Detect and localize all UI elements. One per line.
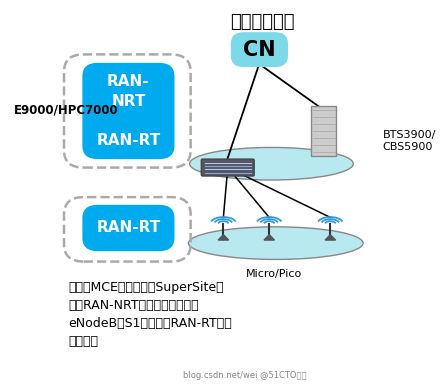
Ellipse shape — [190, 147, 353, 180]
FancyBboxPatch shape — [231, 32, 288, 67]
Text: E9000/HPC7000: E9000/HPC7000 — [14, 104, 118, 117]
Ellipse shape — [189, 227, 363, 259]
Text: Micro/Pico: Micro/Pico — [246, 269, 302, 279]
FancyBboxPatch shape — [311, 106, 336, 156]
Text: 不引入MCE，小站实现SuperSite架
构，RAN-NRT部署在宏站（实现
eNodeB的S1汇聚），RAN-RT仍部
署在小站: 不引入MCE，小站实现SuperSite架 构，RAN-NRT部署在宏站（实现 … — [69, 281, 232, 348]
Polygon shape — [264, 235, 275, 240]
Text: BTS3900/
CBS5900: BTS3900/ CBS5900 — [383, 129, 436, 152]
FancyBboxPatch shape — [82, 63, 174, 159]
Text: RAN-
NRT

RAN-RT: RAN- NRT RAN-RT — [96, 74, 160, 148]
Text: 混合部署场景: 混合部署场景 — [230, 13, 295, 31]
FancyBboxPatch shape — [82, 205, 174, 251]
Text: blog.csdn.net/wei @51CTO博客: blog.csdn.net/wei @51CTO博客 — [184, 372, 307, 380]
Text: CN: CN — [243, 40, 276, 60]
Text: RAN-RT: RAN-RT — [96, 221, 160, 236]
Polygon shape — [218, 235, 228, 240]
Polygon shape — [325, 235, 336, 240]
FancyBboxPatch shape — [201, 159, 254, 176]
